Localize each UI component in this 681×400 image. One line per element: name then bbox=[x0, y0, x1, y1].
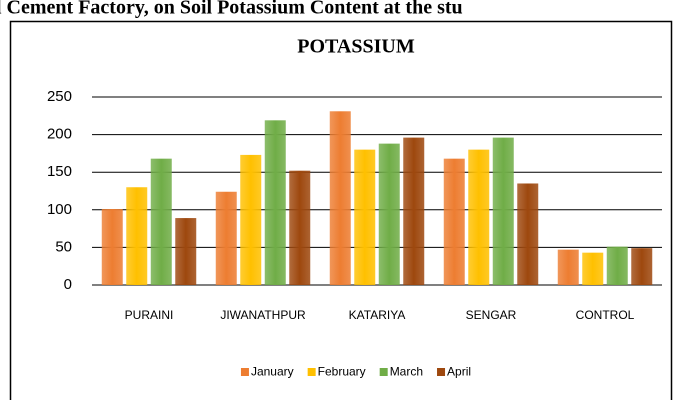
legend-label: April bbox=[447, 365, 471, 379]
bar bbox=[557, 249, 579, 285]
legend-swatch bbox=[307, 368, 316, 376]
legend-label: March bbox=[390, 365, 423, 379]
bar bbox=[468, 149, 490, 285]
y-tick-label: 150 bbox=[47, 163, 72, 180]
x-tick-label: SENGAR bbox=[466, 308, 517, 322]
bar bbox=[631, 248, 653, 285]
bar bbox=[101, 209, 123, 285]
legend-swatch bbox=[379, 368, 388, 376]
bar bbox=[175, 218, 197, 285]
bar bbox=[606, 246, 628, 285]
legend-label: February bbox=[318, 365, 366, 379]
bar bbox=[289, 170, 311, 285]
y-tick-label: 250 bbox=[47, 88, 72, 105]
x-tick-label: CONTROL bbox=[576, 308, 635, 322]
bar bbox=[582, 252, 604, 285]
legend-swatch bbox=[240, 368, 249, 376]
bar bbox=[215, 191, 237, 285]
bar bbox=[126, 187, 148, 285]
bar bbox=[329, 111, 351, 286]
bar bbox=[378, 143, 400, 285]
bar bbox=[492, 137, 514, 285]
chart-title: POTASSIUM bbox=[297, 36, 415, 58]
y-tick-label: 50 bbox=[55, 238, 72, 255]
legend-label: January bbox=[251, 365, 294, 379]
y-tick-label: 0 bbox=[64, 276, 72, 293]
y-tick-label: 200 bbox=[47, 126, 72, 143]
bar bbox=[150, 158, 172, 285]
x-tick-label: KATARIYA bbox=[349, 308, 406, 322]
page-heading: l Cement Factory, on Soil Potassium Cont… bbox=[0, 0, 463, 19]
bar bbox=[264, 120, 286, 285]
bar bbox=[354, 149, 376, 285]
bar bbox=[443, 158, 465, 285]
y-tick-label: 100 bbox=[47, 201, 72, 218]
x-tick-label: JIWANATHPUR bbox=[220, 308, 306, 322]
legend-swatch bbox=[437, 368, 446, 376]
x-tick-label: PURAINI bbox=[125, 308, 174, 322]
bar bbox=[403, 137, 425, 285]
bar bbox=[517, 183, 539, 285]
bar bbox=[240, 154, 262, 285]
